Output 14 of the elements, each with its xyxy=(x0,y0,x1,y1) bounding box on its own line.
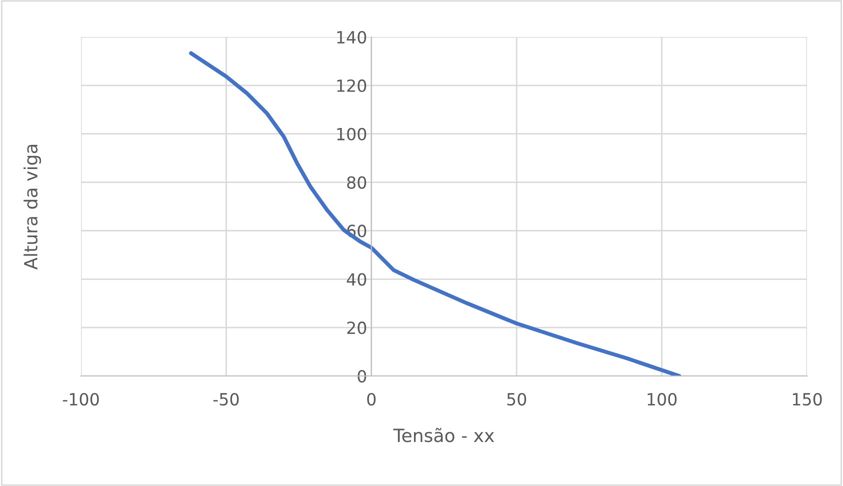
y-axis-title: Altura da viga xyxy=(24,144,42,270)
x-tick-label: 100 xyxy=(648,392,677,406)
x-tick-label: -100 xyxy=(62,392,99,406)
y-tick-label: 40 xyxy=(346,273,366,286)
x-tick-label: 50 xyxy=(507,392,526,406)
x-tick-label: -50 xyxy=(213,392,239,406)
x-tick-label: 150 xyxy=(792,392,822,406)
y-tick-label: 140 xyxy=(337,30,366,44)
y-tick-label: 80 xyxy=(347,176,366,189)
y-tick-label: 20 xyxy=(347,322,366,334)
y-tick-label: 100 xyxy=(337,128,366,140)
y-tick-label: 120 xyxy=(337,79,366,92)
x-tick-label: 0 xyxy=(367,392,376,406)
x-axis-title: Tensão - xx xyxy=(393,428,494,442)
